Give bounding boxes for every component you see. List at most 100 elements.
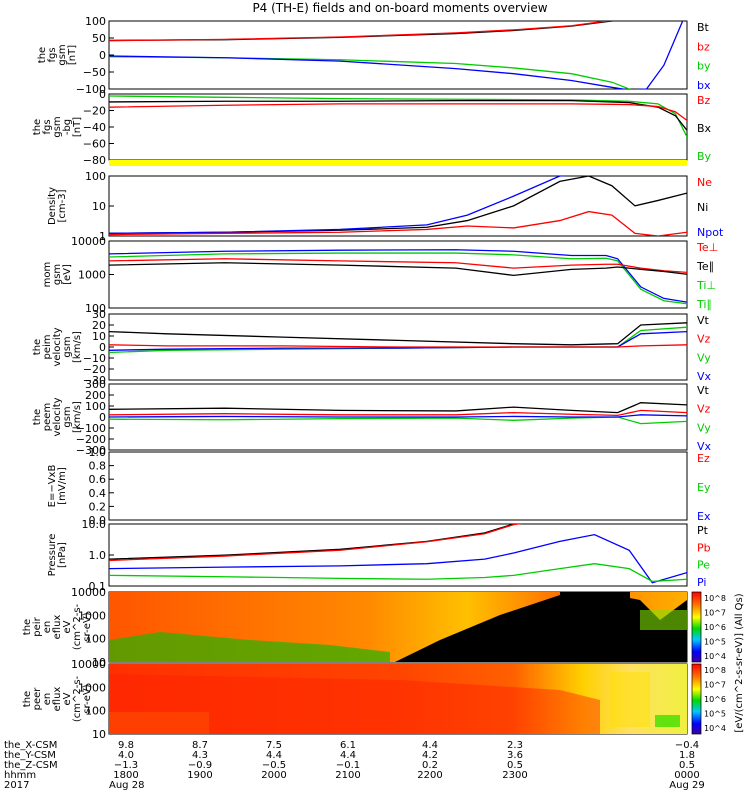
panel-fgs_top: 100 50 0 −50 −100 the fgs gsm [nT] Bt bz by bx	[37, 15, 711, 96]
series-line-Pi	[109, 533, 687, 584]
y-tick-label: 10	[92, 728, 106, 741]
y-tick-label: 100	[85, 15, 106, 28]
series-line-Vt	[109, 322, 687, 346]
y-axis-label: gsm	[52, 264, 63, 285]
x-row-label: the_Y-CSM	[4, 750, 56, 761]
y-tick-label: −200	[76, 433, 106, 446]
y-axis-label: the	[22, 619, 33, 635]
legend-entry: Vy	[697, 421, 711, 434]
legend-entry: Te∥	[696, 260, 714, 273]
series-line-Pb	[109, 524, 523, 562]
series-line-Bx	[109, 99, 687, 131]
series-line-Te∥	[109, 262, 687, 277]
y-tick-label: −60	[83, 138, 106, 151]
series-line-Bz	[109, 103, 687, 121]
legend-entry: Bx	[697, 122, 712, 135]
x-row-label: hhmm	[4, 770, 36, 781]
y-axis-label: eflux	[52, 615, 63, 640]
colorbar-peir	[691, 591, 702, 663]
y-axis-label: gsm	[52, 116, 63, 137]
y-axis-label: gsm	[57, 44, 68, 65]
colorbar-label: [eV/(cm^2-s-sr-eV)] (All Qs)	[734, 593, 745, 732]
y-tick-label: −100	[76, 422, 106, 435]
legend-entry: Te⊥	[696, 241, 718, 254]
y-tick-label: 0	[99, 411, 106, 424]
colorbar-tick-label: 10^5	[704, 638, 726, 647]
x-tick-value: −0.5	[262, 760, 286, 771]
legend-entry: Pi	[697, 576, 706, 589]
series-line-Te⊥	[109, 258, 687, 274]
spectrogram-decor	[109, 592, 687, 734]
y-tick-label: 0.8	[89, 460, 107, 473]
y-tick-label: 10	[92, 330, 106, 343]
y-tick-label: 1	[99, 230, 106, 243]
y-axis-label: peir	[32, 616, 43, 636]
series-line-Npot	[109, 176, 568, 234]
y-axis-label: peem	[42, 403, 53, 431]
y-tick-label: 0	[99, 88, 106, 101]
series-line-Vz	[109, 409, 687, 417]
legend-entry: By	[697, 150, 712, 163]
colorbar-tick-label: 10^7	[704, 681, 726, 690]
series-line-Vt	[109, 402, 687, 414]
legend-entry: Ex	[697, 510, 711, 523]
legend-entry: bz	[697, 40, 710, 53]
x-tick-value: 1900	[187, 770, 212, 781]
x-tick-value: 0000	[674, 770, 699, 781]
y-tick-label: −50	[83, 66, 106, 79]
legend-entry: Vy	[697, 351, 711, 364]
y-tick-label: 0	[99, 49, 106, 62]
colorbar-tick-label: 10^4	[704, 724, 726, 733]
colorbar-tick-label: 10^6	[704, 695, 726, 704]
peir-low-energy-band	[109, 632, 390, 662]
y-tick-label: 20	[92, 319, 106, 332]
legend-entry: Bt	[697, 21, 710, 34]
y-tick-label: 0.1	[89, 580, 107, 593]
legend-entry: Ez	[697, 452, 710, 465]
y-tick-label: 50	[92, 32, 106, 45]
y-axis-label: Pressure	[47, 534, 58, 577]
x-tick-value: 0.5	[679, 760, 695, 771]
series-line-Ne	[109, 210, 687, 236]
peir-top-black	[560, 592, 630, 602]
y-tick-label: 1000	[78, 681, 106, 694]
y-axis-label: [nT]	[67, 45, 78, 65]
y-axis-label: [eV]	[62, 264, 73, 285]
x-tick-value: 4.4	[422, 740, 438, 751]
legend-entry: bx	[697, 79, 711, 92]
y-tick-label: 10000	[71, 658, 106, 671]
y-tick-label: 10	[92, 656, 106, 669]
colorbar-peer	[691, 663, 702, 735]
y-tick-label: 1000	[78, 269, 106, 282]
series-line-bx	[109, 21, 684, 89]
y-axis-label: gsm	[62, 336, 73, 357]
series-line-Vz	[109, 344, 687, 348]
y-tick-label: −20	[83, 363, 106, 376]
y-axis-label: (cm^2-s-	[72, 675, 83, 722]
y-axis-label: [cm-3]	[57, 189, 68, 222]
colorbar-tick-label: 10^6	[704, 623, 726, 632]
colorbar-tick-label: 10^8	[704, 666, 726, 675]
legend-entry: Pb	[697, 541, 711, 554]
x-row-label: the_Z-CSM	[4, 760, 58, 771]
x-tick-value: Aug 28	[109, 780, 144, 791]
y-tick-label: −300	[76, 444, 106, 457]
x-tick-value: 0.5	[507, 760, 523, 771]
y-tick-label: 100	[85, 302, 106, 315]
y-axis-label: sr-eV)	[82, 612, 93, 641]
y-axis-label: en	[42, 621, 53, 634]
y-axis-label: velocity	[52, 327, 63, 366]
y-axis-label: [km/s]	[72, 331, 83, 363]
x-tick-value: 4.0	[118, 750, 134, 761]
y-tick-label: 1.0	[89, 446, 107, 459]
y-axis-label: eV	[62, 620, 73, 633]
peir-black-region	[395, 592, 687, 662]
y-tick-label: 200	[85, 389, 106, 402]
x-tick-value: 1800	[113, 770, 138, 781]
legend-entry: Ti⊥	[696, 279, 716, 292]
y-tick-label: 10000	[71, 235, 106, 248]
y-tick-label: 100	[85, 633, 106, 646]
x-tick-value: Aug 29	[669, 780, 704, 791]
x-axis-labels: the_X-CSM 9.8 8.7 7.5 6.1 4.4 2.3 −0.4the_Y-CSM…	[4, 740, 705, 791]
